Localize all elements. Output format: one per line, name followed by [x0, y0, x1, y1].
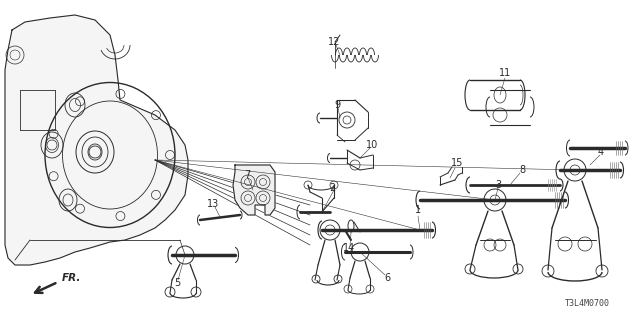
Text: 9: 9	[334, 100, 340, 110]
Text: 14: 14	[343, 243, 355, 253]
Text: 11: 11	[499, 68, 511, 78]
Text: T3L4M0700: T3L4M0700	[565, 299, 610, 308]
Text: 8: 8	[519, 165, 525, 175]
Text: 12: 12	[328, 37, 340, 47]
Text: 5: 5	[174, 278, 180, 288]
Text: 1: 1	[415, 205, 421, 215]
Text: 7: 7	[244, 170, 250, 180]
Polygon shape	[233, 165, 275, 215]
Text: 2: 2	[329, 183, 335, 193]
Text: 3: 3	[495, 180, 501, 190]
Text: 15: 15	[451, 158, 463, 168]
Text: 13: 13	[207, 199, 219, 209]
Text: 6: 6	[384, 273, 390, 283]
Polygon shape	[5, 15, 188, 265]
Text: 4: 4	[598, 147, 604, 157]
Text: FR.: FR.	[62, 273, 81, 283]
Text: 10: 10	[366, 140, 378, 150]
